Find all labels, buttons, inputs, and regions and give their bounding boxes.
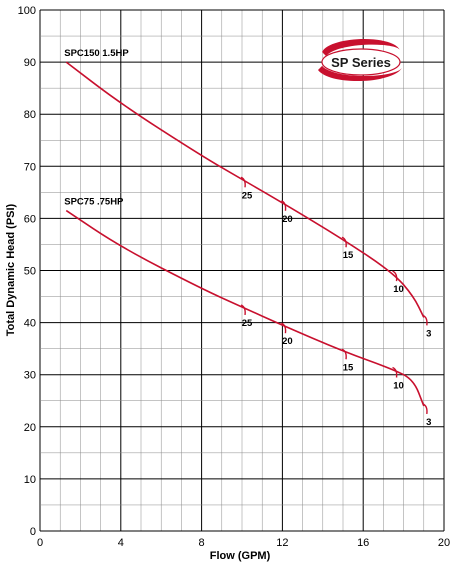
series-line-1 <box>65 209 425 407</box>
badge-swoosh <box>322 38 400 56</box>
annotation-mark <box>240 304 246 316</box>
annotation-label: 20 <box>282 336 293 347</box>
series-line-0 <box>65 61 425 318</box>
annotation-label: 15 <box>343 362 354 373</box>
annotation-label: 25 <box>242 318 253 329</box>
annotation-mark <box>392 366 398 378</box>
annotation-mark <box>392 270 398 282</box>
y-tick-label: 50 <box>24 266 36 278</box>
y-tick-label: 70 <box>24 161 36 173</box>
badge-label: SP Series <box>331 55 391 70</box>
annotation-mark <box>281 200 287 211</box>
x-tick-label: 4 <box>118 537 124 549</box>
annotation-label: 15 <box>343 250 354 261</box>
x-tick-label: 12 <box>276 537 288 549</box>
annotation-mark <box>281 322 287 334</box>
badge-swoosh-lower <box>318 66 402 82</box>
badge-ellipse <box>321 48 401 76</box>
x-axis-title: Flow (GPM) <box>210 550 271 562</box>
annotation-label: 3 <box>426 328 431 339</box>
annotation-label: 10 <box>393 284 404 295</box>
y-tick-label: 60 <box>24 213 36 225</box>
y-tick-label: 30 <box>24 370 36 382</box>
grid <box>39 9 445 532</box>
sp-series-badge: SP Series <box>318 38 402 82</box>
y-tick-label: 80 <box>24 109 36 121</box>
x-tick-label: 16 <box>357 537 369 549</box>
y-axis-title: Total Dynamic Head (PSI) <box>5 203 17 336</box>
series-label-0: SPC150 1.5HP <box>64 48 129 59</box>
series-label-1: SPC75 .75HP <box>64 197 124 208</box>
annotation-label: 3 <box>426 417 431 428</box>
y-tick-label: 10 <box>24 474 36 486</box>
annotation-mark <box>422 403 428 415</box>
annotation-label: 10 <box>393 380 404 391</box>
y-tick-label: 100 <box>18 5 36 17</box>
annotation-mark <box>240 176 246 188</box>
annotation-mark <box>422 314 428 326</box>
annotation-mark <box>341 348 347 360</box>
y-tick-label: 90 <box>24 57 36 69</box>
annotation-label: 20 <box>282 214 293 225</box>
tick-labels: 0 4 8 12 16 20 0 10 20 30 40 50 60 70 80 90 100 <box>18 5 450 549</box>
x-tick-label: 8 <box>199 537 205 549</box>
series-group: SPC150 1.5HP 25 20 15 10 3 SPC75 .75HP 25 20 15 10… <box>64 48 431 428</box>
y-tick-label: 0 <box>30 526 36 538</box>
annotation-label: 25 <box>242 190 253 201</box>
annotation-mark <box>341 236 347 248</box>
x-tick-label: 0 <box>37 537 43 549</box>
y-tick-label: 40 <box>24 318 36 330</box>
x-tick-label: 20 <box>438 537 450 549</box>
y-tick-label: 20 <box>24 422 36 434</box>
